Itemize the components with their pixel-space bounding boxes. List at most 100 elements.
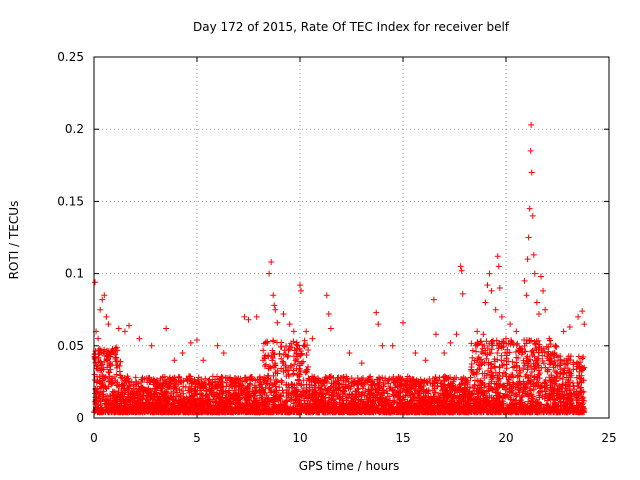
roti-point <box>169 376 176 383</box>
roti-point <box>207 387 214 394</box>
roti-point <box>262 384 269 391</box>
roti-point <box>249 388 256 395</box>
roti-point <box>270 292 277 299</box>
roti-point <box>342 390 349 397</box>
roti-point <box>273 379 280 386</box>
roti-point <box>523 292 530 299</box>
roti-point <box>410 394 417 401</box>
roti-point <box>171 357 178 364</box>
roti-point <box>444 387 451 394</box>
roti-point <box>523 371 530 378</box>
roti-point <box>327 325 334 332</box>
roti-point <box>532 383 539 390</box>
roti-point <box>386 385 393 392</box>
roti-point <box>95 335 102 342</box>
roti-point <box>223 379 230 386</box>
roti-point <box>396 389 403 396</box>
roti-point <box>322 386 329 393</box>
roti-point <box>397 397 404 404</box>
roti-point <box>206 387 213 394</box>
roti-point <box>145 385 152 392</box>
roti-point <box>298 287 305 294</box>
roti-point <box>579 308 586 315</box>
roti-point <box>114 382 121 389</box>
roti-point <box>221 399 228 406</box>
roti-point <box>202 375 209 382</box>
roti-point <box>528 169 535 176</box>
roti-point <box>274 319 281 326</box>
roti-point <box>507 321 514 328</box>
roti-point <box>98 350 105 357</box>
roti-point <box>435 377 442 384</box>
roti-point <box>239 382 246 389</box>
roti-point <box>531 353 538 360</box>
roti-point <box>507 396 514 403</box>
roti-point <box>301 343 308 350</box>
roti-point <box>478 349 485 356</box>
roti-point <box>132 374 139 381</box>
roti-point <box>214 373 221 380</box>
roti-point <box>152 390 159 397</box>
roti-point <box>278 365 285 372</box>
roti-point <box>223 375 230 382</box>
roti-point <box>495 390 502 397</box>
roti-point <box>359 392 366 399</box>
roti-point <box>272 383 279 390</box>
roti-point <box>539 352 546 359</box>
roti-point <box>110 389 117 396</box>
roti-point <box>294 346 301 353</box>
roti-point <box>99 296 106 303</box>
roti-point <box>286 321 293 328</box>
roti-point <box>93 362 100 369</box>
roti-point <box>117 358 124 365</box>
roti-point <box>295 371 302 378</box>
roti-point <box>468 340 475 347</box>
roti-point <box>468 363 475 370</box>
roti-point <box>516 373 523 380</box>
roti-point <box>348 375 355 382</box>
roti-point <box>530 251 537 258</box>
roti-point <box>322 395 329 402</box>
roti-point <box>115 325 122 332</box>
roti-point <box>126 322 133 329</box>
roti-point <box>581 321 588 328</box>
roti-point <box>475 361 482 368</box>
roti-point <box>387 397 394 404</box>
roti-point <box>495 345 502 352</box>
roti-point <box>103 313 110 320</box>
roti-point <box>459 290 466 297</box>
roti-point <box>486 270 493 277</box>
roti-point <box>494 392 501 399</box>
roti-point <box>148 342 155 349</box>
roti-point <box>543 385 550 392</box>
roti-point <box>453 331 460 338</box>
roti-point <box>194 337 200 344</box>
roti-point <box>542 377 549 384</box>
roti-point <box>266 270 273 277</box>
roti-point <box>283 381 290 388</box>
roti-point <box>293 350 300 357</box>
roti-point <box>484 282 491 289</box>
roti-point <box>515 354 522 361</box>
roti-point <box>158 385 165 392</box>
roti-point <box>475 354 482 361</box>
roti-point <box>536 369 543 376</box>
roti-point <box>482 299 489 306</box>
roti-point <box>393 389 400 396</box>
roti-point <box>281 347 288 354</box>
roti-point <box>492 389 499 396</box>
roti-point <box>513 328 520 335</box>
roti-point <box>447 339 454 346</box>
roti-point <box>301 397 308 404</box>
roti-point <box>469 347 476 354</box>
roti-point <box>297 282 303 289</box>
roti-point <box>270 372 277 379</box>
roti-point <box>103 347 110 354</box>
roti-point <box>241 313 248 320</box>
roti-point <box>141 386 148 393</box>
roti-point <box>177 377 184 384</box>
roti-point <box>282 367 289 374</box>
roti-point <box>325 311 332 318</box>
roti-point <box>391 384 398 391</box>
